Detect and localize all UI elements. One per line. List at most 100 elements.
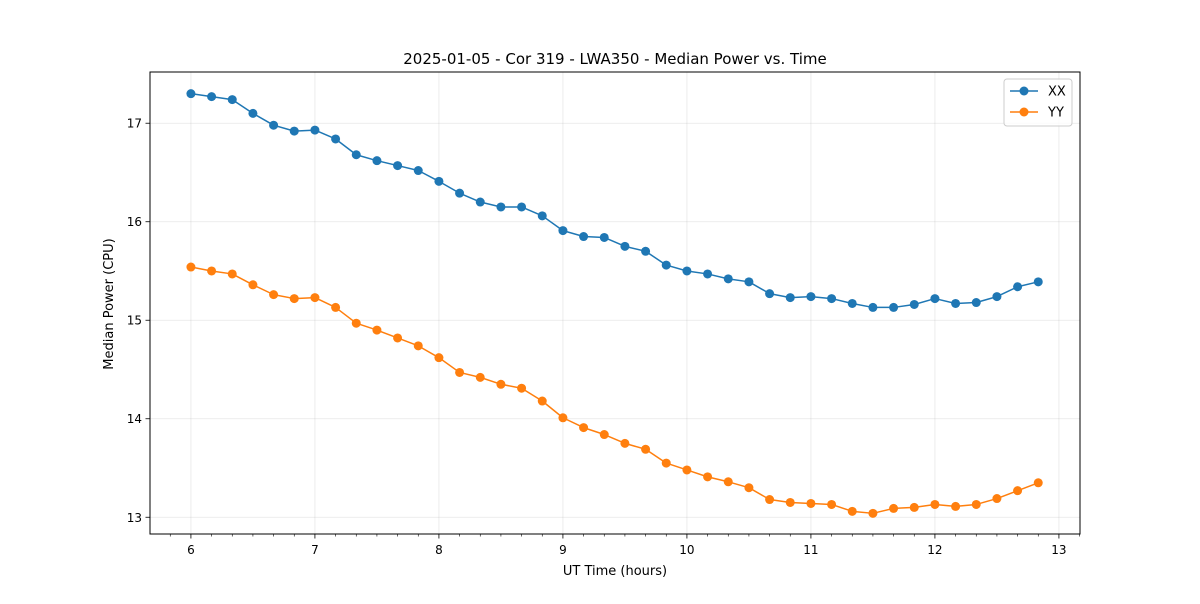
data-point-yy (971, 499, 981, 509)
axis-ticks: 6 7 8 9 10 11 12 13 13 14 15 16 17 (127, 117, 1080, 557)
data-point-xx (785, 293, 795, 303)
data-point-xx (827, 294, 837, 304)
data-point-xx (1033, 277, 1043, 287)
data-point-yy (207, 266, 217, 276)
data-point-xx (971, 298, 981, 308)
data-point-yy (248, 280, 258, 290)
data-series (186, 89, 1043, 518)
legend-label-yy: YY (1047, 106, 1064, 121)
data-point-yy (496, 379, 506, 389)
x-tick-label: 6 (187, 543, 195, 557)
data-point-yy (992, 494, 1002, 504)
data-point-xx (558, 226, 568, 236)
x-tick-label: 13 (1051, 543, 1066, 557)
x-tick-label: 10 (679, 543, 694, 557)
data-point-yy (599, 430, 609, 440)
data-point-xx (331, 134, 341, 144)
data-point-xx (310, 125, 320, 135)
data-point-xx (641, 246, 651, 256)
plot-frame (149, 71, 1081, 535)
data-point-yy (785, 497, 795, 507)
y-tick-label: 14 (127, 412, 142, 426)
data-point-yy (351, 318, 361, 328)
data-point-xx (703, 269, 713, 279)
data-point-yy (744, 483, 754, 493)
data-point-yy (641, 444, 651, 454)
data-point-xx (744, 277, 754, 287)
legend: XX YY (1003, 78, 1073, 127)
data-point-yy (930, 499, 940, 509)
data-point-xx (951, 298, 961, 308)
data-point-xx (1013, 282, 1023, 292)
x-axis-label: UT Time (hours) (563, 564, 667, 579)
x-tick-label: 8 (435, 543, 443, 557)
y-tick-label: 13 (127, 511, 142, 525)
data-point-yy (682, 465, 692, 475)
data-point-xx (372, 156, 382, 166)
data-point-yy (310, 293, 320, 303)
data-point-yy (868, 508, 878, 518)
data-point-xx (413, 166, 423, 176)
data-point-xx (599, 232, 609, 242)
data-point-yy (579, 423, 589, 433)
data-point-yy (806, 498, 816, 508)
data-point-xx (579, 232, 589, 242)
data-point-yy (847, 506, 857, 516)
data-point-yy (475, 372, 485, 382)
data-point-xx (207, 92, 217, 102)
data-point-yy (765, 495, 775, 505)
data-point-xx (723, 274, 733, 284)
data-point-yy (1033, 478, 1043, 488)
data-point-xx (765, 289, 775, 299)
data-point-xx (496, 202, 506, 212)
chart-title: 2025-01-05 - Cor 319 - LWA350 - Median P… (403, 50, 827, 68)
data-point-yy (889, 503, 899, 513)
data-point-xx (517, 202, 527, 212)
legend-marker-yy (1019, 107, 1029, 117)
data-point-yy (393, 333, 403, 343)
data-point-yy (455, 367, 465, 377)
y-tick-label: 16 (127, 215, 142, 229)
data-point-yy (620, 438, 630, 448)
data-point-yy (413, 341, 423, 351)
x-tick-label: 9 (559, 543, 567, 557)
data-point-xx (434, 176, 444, 186)
data-point-xx (227, 95, 237, 105)
data-point-xx (992, 292, 1002, 302)
data-point-xx (186, 89, 196, 99)
data-point-yy (434, 353, 444, 363)
data-point-yy (951, 501, 961, 511)
data-point-xx (351, 150, 361, 160)
legend-marker-xx (1019, 86, 1029, 96)
grid-lines (150, 72, 1080, 534)
data-point-yy (227, 269, 237, 279)
data-point-xx (806, 292, 816, 302)
data-point-yy (537, 396, 547, 406)
data-point-yy (661, 458, 671, 468)
data-point-xx (289, 126, 299, 136)
x-tick-label: 7 (311, 543, 319, 557)
data-point-yy (331, 302, 341, 312)
data-point-yy (723, 477, 733, 487)
data-point-xx (682, 266, 692, 276)
data-point-yy (186, 262, 196, 272)
data-point-yy (289, 294, 299, 304)
x-tick-label: 12 (927, 543, 942, 557)
legend-label-xx: XX (1048, 85, 1066, 100)
data-point-xx (393, 161, 403, 171)
data-point-xx (248, 108, 258, 118)
x-tick-label: 11 (803, 543, 818, 557)
data-point-xx (889, 302, 899, 312)
data-point-xx (620, 241, 630, 251)
y-tick-label: 17 (127, 117, 142, 131)
data-point-yy (372, 325, 382, 335)
data-point-xx (537, 211, 547, 221)
y-axis-label: Median Power (CPU) (102, 238, 117, 369)
data-point-yy (269, 290, 279, 300)
data-point-yy (827, 499, 837, 509)
data-point-xx (455, 188, 465, 198)
data-point-xx (930, 294, 940, 304)
data-point-xx (868, 302, 878, 312)
